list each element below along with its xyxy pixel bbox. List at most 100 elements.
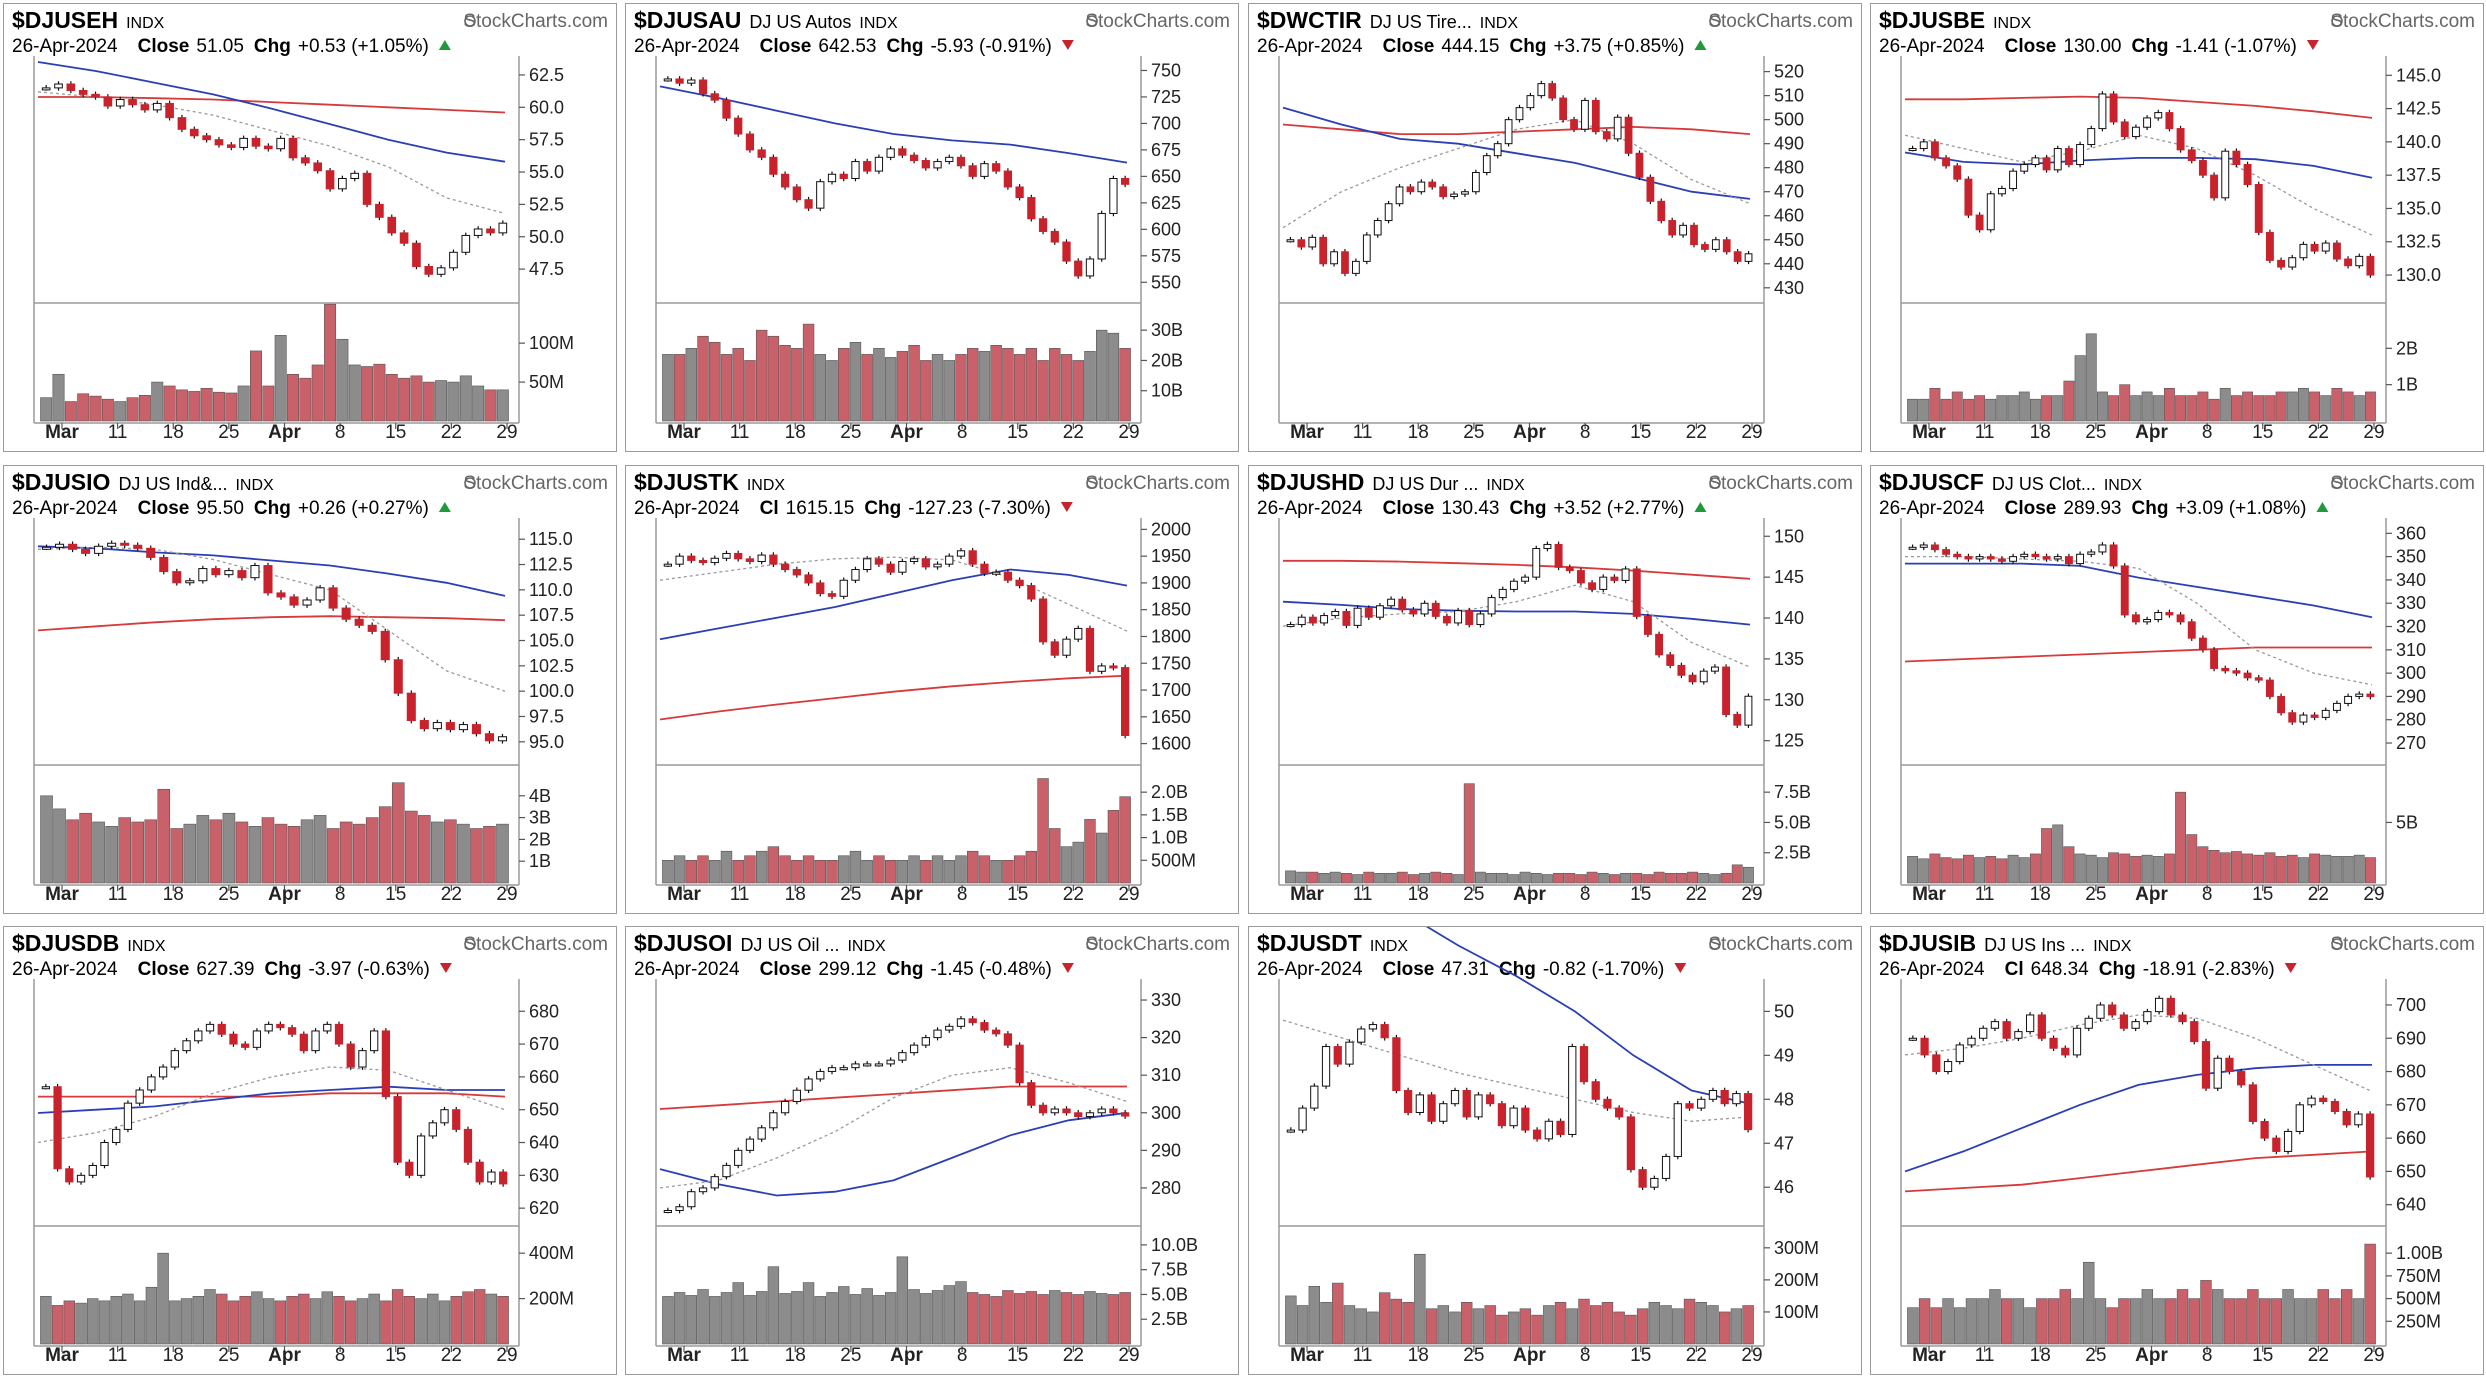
candle [2187, 621, 2196, 639]
chart-quote: 26-Apr-2024 Cl 1615.15 Chg -127.23 (-7.30%) [634, 498, 1051, 519]
volume-bar [1907, 398, 1919, 422]
volume-bar [484, 389, 497, 422]
candle [745, 1138, 755, 1151]
candle [1420, 602, 1429, 615]
x-tick-label: Apr [1513, 422, 1546, 443]
chart-panel-djusdt: $DJUSDT INDX StockCharts.com 26-Apr-2024 Clo… [1248, 926, 1862, 1375]
candle [2014, 1031, 2023, 1039]
chart-quote: 26-Apr-2024 Close 289.93 Chg +3.09 (+1.08%) [1879, 498, 2306, 519]
candle [2354, 1113, 2363, 1126]
volume-bar [144, 819, 158, 884]
volume-bar [2141, 1289, 2154, 1345]
volume-tick-label: 250M [2396, 1311, 2441, 1331]
chart-svg: $DJUSAU DJ US Autos INDX StockCharts.com 26-… [634, 7, 1230, 443]
chart-quote: 26-Apr-2024 Close 130.00 Chg -1.41 (-1.07%) [1879, 36, 2297, 57]
candle [1942, 157, 1951, 167]
volume-tick-label: 300M [1774, 1238, 1819, 1258]
candle [367, 624, 377, 632]
candle [956, 156, 966, 167]
candle [863, 161, 872, 172]
volume-tick-label: 4B [529, 786, 551, 806]
volume-bar [920, 360, 932, 422]
volume-bar [333, 1296, 345, 1345]
volume-bar [1037, 1294, 1049, 1345]
price-tick-label: 105.0 [529, 631, 574, 651]
volume-bar [908, 1289, 920, 1345]
volume-bar [1918, 398, 1930, 422]
price-tick-label: 142.5 [2396, 99, 2441, 119]
volume-bar [1049, 348, 1061, 422]
volume-bar [744, 360, 756, 422]
candle [1919, 141, 1928, 150]
volume-bar [2106, 1307, 2118, 1345]
volume-bar [2163, 387, 2175, 422]
price-tick-label: 550 [1151, 272, 1181, 292]
index-name: DJ US Ind&... [118, 474, 227, 494]
candle [1431, 602, 1440, 617]
candle [1427, 1094, 1436, 1122]
candle [2210, 649, 2219, 669]
x-tick-label: 29 [496, 422, 517, 443]
candle [2283, 1130, 2293, 1152]
chart-header: $DJUSTK INDX [634, 469, 785, 495]
volume-bar [462, 1291, 474, 1345]
volume-bar [2258, 1298, 2271, 1345]
volume-bar [685, 859, 698, 884]
volume-bar [274, 823, 288, 884]
volume-bar [1037, 360, 1049, 422]
candle [325, 170, 335, 190]
candle [1635, 152, 1644, 178]
candle [2332, 702, 2341, 711]
candle [1986, 193, 1995, 231]
x-tick-label: Mar [667, 884, 701, 905]
candle [992, 1029, 1001, 1035]
volume-bar [66, 819, 79, 884]
candle [992, 163, 1001, 172]
x-tick-label: Apr [268, 422, 301, 443]
candle [499, 1171, 508, 1185]
candle [313, 162, 323, 172]
candle [2154, 112, 2163, 119]
x-tick-label: 25 [218, 1345, 239, 1366]
candle [933, 563, 942, 568]
volume-bar [1672, 1308, 1684, 1345]
volume-tick-label: 5.0B [1151, 1284, 1188, 1304]
volume-bar [361, 366, 374, 422]
volume-bar [2200, 1280, 2212, 1345]
close-label: Close [1383, 959, 1435, 980]
chart-header: $DJUSAU DJ US Autos INDX [634, 7, 898, 33]
price-tick-label: 675 [1151, 140, 1181, 160]
volume-bar [2012, 1298, 2025, 1345]
candle [1297, 239, 1306, 248]
candle [2042, 157, 2051, 171]
candle [76, 1174, 86, 1183]
x-tick-label: 18 [163, 422, 184, 443]
volume-bar [2331, 387, 2343, 422]
chart-header: $DJUSIO DJ US Ind&... INDX [12, 469, 274, 495]
volume-bar [931, 855, 944, 884]
candle [710, 1176, 719, 1189]
volume-bar [1060, 846, 1073, 884]
candle [1942, 549, 1951, 555]
candle [1701, 244, 1709, 250]
index-name: DJ US Oil ... [740, 935, 839, 955]
exchange-label: INDX [747, 477, 786, 494]
volume-bar [779, 855, 791, 884]
volume-bar [1355, 1308, 1367, 1345]
candle [1050, 230, 1059, 243]
volume-bar [2340, 1289, 2353, 1345]
volume-bar [1929, 853, 1941, 884]
candle [734, 552, 743, 560]
source-label: StockCharts.com [2330, 473, 2475, 494]
volume-bar [222, 812, 236, 884]
volume-bar [896, 859, 909, 884]
x-tick-label: 25 [218, 884, 239, 905]
candle [1409, 609, 1418, 615]
candle [1454, 610, 1463, 624]
volume-bar [2152, 395, 2164, 422]
candle [224, 570, 234, 576]
candle [1062, 241, 1071, 262]
candle [2072, 1027, 2082, 1056]
moving-average-blue [659, 1111, 1128, 1197]
candle [1387, 598, 1396, 607]
